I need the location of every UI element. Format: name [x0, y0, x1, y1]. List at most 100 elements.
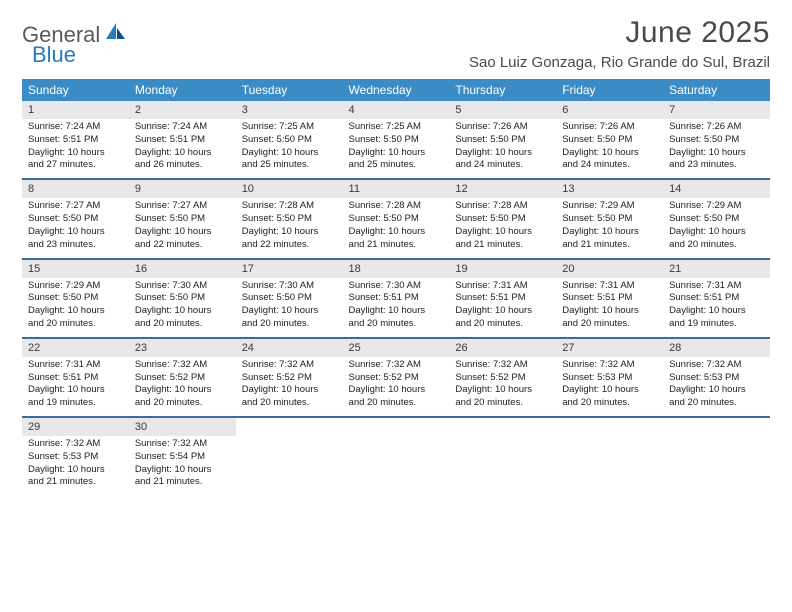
daylight-text: Daylight: 10 hours and 19 minutes. [28, 384, 123, 410]
daylight-text: Daylight: 10 hours and 24 minutes. [562, 147, 657, 173]
daylight-text: Daylight: 10 hours and 20 minutes. [669, 226, 764, 252]
day-data-cell [449, 436, 556, 495]
sunset-text: Sunset: 5:50 PM [349, 134, 444, 147]
sunrise-text: Sunrise: 7:29 AM [669, 200, 764, 213]
day-number-cell [663, 418, 770, 436]
sunset-text: Sunset: 5:51 PM [135, 134, 230, 147]
day-data-cell: Sunrise: 7:28 AMSunset: 5:50 PMDaylight:… [343, 198, 450, 257]
day-data-cell: Sunrise: 7:29 AMSunset: 5:50 PMDaylight:… [556, 198, 663, 257]
day-number-row: 22232425262728 [22, 339, 770, 357]
day-number-cell: 9 [129, 180, 236, 198]
sunrise-text: Sunrise: 7:26 AM [562, 121, 657, 134]
daylight-text: Daylight: 10 hours and 20 minutes. [349, 305, 444, 331]
sunset-text: Sunset: 5:50 PM [349, 213, 444, 226]
day-number-cell: 12 [449, 180, 556, 198]
day-data-cell [556, 436, 663, 495]
day-data-cell: Sunrise: 7:29 AMSunset: 5:50 PMDaylight:… [663, 198, 770, 257]
day-data-row: Sunrise: 7:24 AMSunset: 5:51 PMDaylight:… [22, 119, 770, 178]
sunset-text: Sunset: 5:50 PM [135, 213, 230, 226]
sunrise-text: Sunrise: 7:31 AM [562, 280, 657, 293]
sunset-text: Sunset: 5:50 PM [455, 134, 550, 147]
sunrise-text: Sunrise: 7:32 AM [135, 359, 230, 372]
month-title: June 2025 [469, 16, 770, 50]
sunrise-text: Sunrise: 7:27 AM [28, 200, 123, 213]
sunset-text: Sunset: 5:52 PM [455, 372, 550, 385]
daylight-text: Daylight: 10 hours and 21 minutes. [455, 226, 550, 252]
day-data-cell: Sunrise: 7:24 AMSunset: 5:51 PMDaylight:… [22, 119, 129, 178]
day-number-cell: 21 [663, 260, 770, 278]
day-data-cell [236, 436, 343, 495]
day-data-cell: Sunrise: 7:31 AMSunset: 5:51 PMDaylight:… [449, 278, 556, 337]
dow-friday: Friday [556, 79, 663, 101]
day-data-cell: Sunrise: 7:29 AMSunset: 5:50 PMDaylight:… [22, 278, 129, 337]
day-data-cell: Sunrise: 7:28 AMSunset: 5:50 PMDaylight:… [449, 198, 556, 257]
sunrise-text: Sunrise: 7:31 AM [455, 280, 550, 293]
daylight-text: Daylight: 10 hours and 23 minutes. [28, 226, 123, 252]
day-number-cell: 8 [22, 180, 129, 198]
sunrise-text: Sunrise: 7:28 AM [349, 200, 444, 213]
day-data-cell: Sunrise: 7:32 AMSunset: 5:53 PMDaylight:… [22, 436, 129, 495]
sunrise-text: Sunrise: 7:28 AM [455, 200, 550, 213]
sunrise-text: Sunrise: 7:26 AM [669, 121, 764, 134]
day-number-cell: 10 [236, 180, 343, 198]
day-number-cell: 11 [343, 180, 450, 198]
day-number-cell: 2 [129, 101, 236, 119]
daylight-text: Daylight: 10 hours and 20 minutes. [349, 384, 444, 410]
sunrise-text: Sunrise: 7:25 AM [242, 121, 337, 134]
sunrise-text: Sunrise: 7:32 AM [669, 359, 764, 372]
sunrise-text: Sunrise: 7:30 AM [349, 280, 444, 293]
day-number-cell [556, 418, 663, 436]
daylight-text: Daylight: 10 hours and 22 minutes. [135, 226, 230, 252]
day-number-cell: 29 [22, 418, 129, 436]
day-number-cell: 23 [129, 339, 236, 357]
daylight-text: Daylight: 10 hours and 21 minutes. [135, 464, 230, 490]
day-data-cell: Sunrise: 7:32 AMSunset: 5:54 PMDaylight:… [129, 436, 236, 495]
dow-saturday: Saturday [663, 79, 770, 101]
sunrise-text: Sunrise: 7:32 AM [455, 359, 550, 372]
sunset-text: Sunset: 5:50 PM [135, 292, 230, 305]
daylight-text: Daylight: 10 hours and 20 minutes. [669, 384, 764, 410]
calendar-table: Sunday Monday Tuesday Wednesday Thursday… [22, 79, 770, 495]
day-number-cell: 5 [449, 101, 556, 119]
day-data-cell: Sunrise: 7:31 AMSunset: 5:51 PMDaylight:… [556, 278, 663, 337]
sunset-text: Sunset: 5:50 PM [669, 134, 764, 147]
sunset-text: Sunset: 5:50 PM [28, 213, 123, 226]
day-number-cell: 3 [236, 101, 343, 119]
sunset-text: Sunset: 5:50 PM [242, 292, 337, 305]
day-number-cell: 7 [663, 101, 770, 119]
dow-monday: Monday [129, 79, 236, 101]
day-number-cell: 17 [236, 260, 343, 278]
sunrise-text: Sunrise: 7:25 AM [349, 121, 444, 134]
daylight-text: Daylight: 10 hours and 21 minutes. [562, 226, 657, 252]
sunset-text: Sunset: 5:50 PM [455, 213, 550, 226]
sunrise-text: Sunrise: 7:32 AM [562, 359, 657, 372]
day-number-cell: 20 [556, 260, 663, 278]
sunrise-text: Sunrise: 7:30 AM [135, 280, 230, 293]
day-data-cell: Sunrise: 7:30 AMSunset: 5:50 PMDaylight:… [236, 278, 343, 337]
daylight-text: Daylight: 10 hours and 20 minutes. [455, 305, 550, 331]
dow-thursday: Thursday [449, 79, 556, 101]
day-number-cell [236, 418, 343, 436]
day-data-row: Sunrise: 7:32 AMSunset: 5:53 PMDaylight:… [22, 436, 770, 495]
daylight-text: Daylight: 10 hours and 25 minutes. [242, 147, 337, 173]
sunset-text: Sunset: 5:51 PM [28, 134, 123, 147]
day-data-cell: Sunrise: 7:27 AMSunset: 5:50 PMDaylight:… [129, 198, 236, 257]
daylight-text: Daylight: 10 hours and 20 minutes. [242, 305, 337, 331]
sunrise-text: Sunrise: 7:30 AM [242, 280, 337, 293]
day-number-cell [449, 418, 556, 436]
sunset-text: Sunset: 5:50 PM [242, 213, 337, 226]
day-number-cell: 26 [449, 339, 556, 357]
daylight-text: Daylight: 10 hours and 20 minutes. [135, 305, 230, 331]
daylight-text: Daylight: 10 hours and 21 minutes. [28, 464, 123, 490]
sunrise-text: Sunrise: 7:26 AM [455, 121, 550, 134]
daylight-text: Daylight: 10 hours and 22 minutes. [242, 226, 337, 252]
sunset-text: Sunset: 5:51 PM [349, 292, 444, 305]
sunset-text: Sunset: 5:51 PM [455, 292, 550, 305]
sunset-text: Sunset: 5:50 PM [562, 134, 657, 147]
day-number-row: 2930 [22, 418, 770, 436]
sunrise-text: Sunrise: 7:24 AM [28, 121, 123, 134]
daylight-text: Daylight: 10 hours and 20 minutes. [135, 384, 230, 410]
sunrise-text: Sunrise: 7:27 AM [135, 200, 230, 213]
sunset-text: Sunset: 5:50 PM [562, 213, 657, 226]
day-number-cell: 25 [343, 339, 450, 357]
